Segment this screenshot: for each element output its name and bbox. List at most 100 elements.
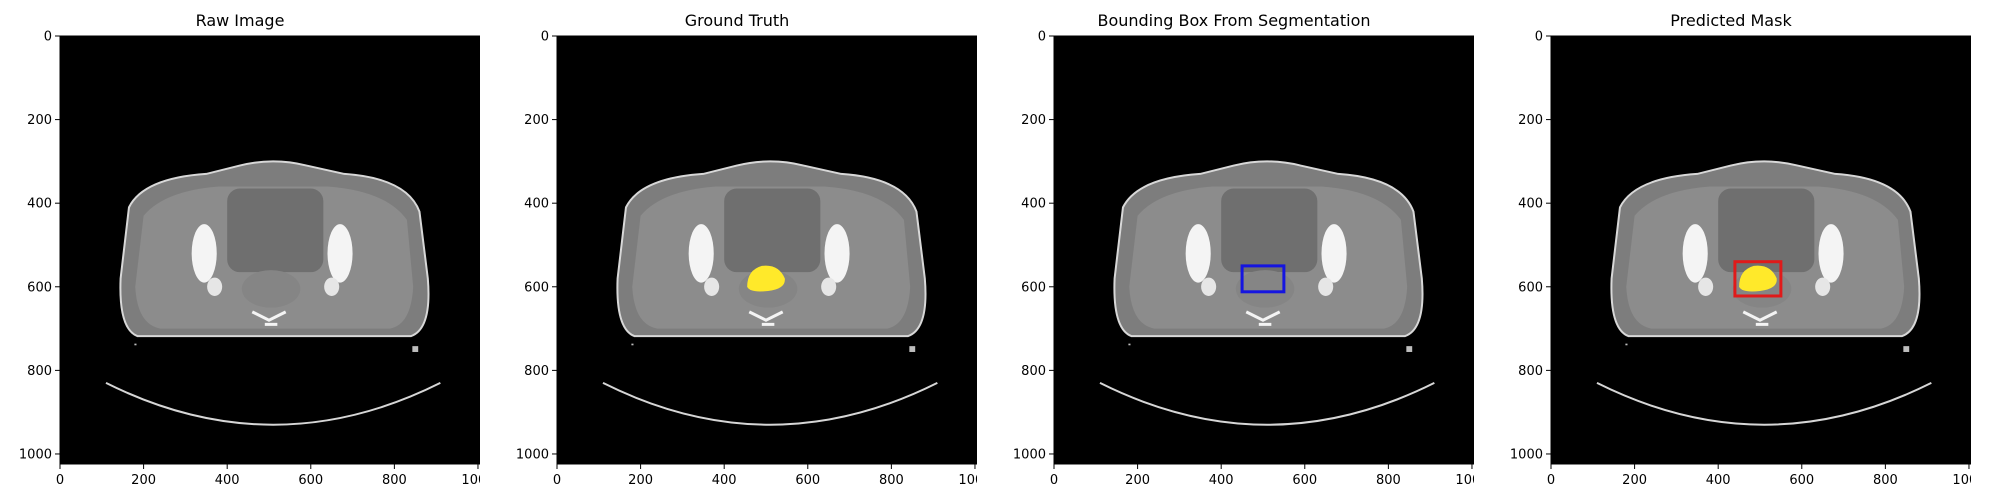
bladder-region	[227, 188, 324, 273]
y-tick-label: 400	[27, 197, 52, 212]
y-tick-label: 600	[1518, 280, 1543, 295]
right-hip-bone	[824, 224, 850, 283]
y-tick-label: 400	[1021, 197, 1046, 212]
bladder-region	[1221, 188, 1318, 273]
marker-square	[1903, 346, 1910, 352]
bladder-region	[724, 188, 821, 273]
bladder-region	[1718, 188, 1815, 273]
plot-area	[557, 36, 977, 464]
marker-dot	[631, 343, 634, 346]
ct-plot: 0 200 400 600 800 1000 0 200 400 600 800 1000	[19, 30, 480, 488]
left-hip-bone	[1682, 224, 1708, 283]
x-tick-label: 0	[1547, 473, 1555, 488]
y-tick-label: 200	[1518, 113, 1543, 128]
x-tick-label: 800	[382, 473, 407, 488]
x-tick-label: 200	[1622, 473, 1647, 488]
table-arc	[602, 382, 938, 426]
x-tick-label: 800	[1873, 473, 1898, 488]
y-tick-label: 800	[1021, 364, 1046, 379]
panel-raw-image: Raw Image 0 200 400 600 800 1000 0 200 400 600 800…	[0, 0, 480, 500]
coccyx-bone	[748, 310, 784, 326]
predicted-bounding-box	[1733, 260, 1783, 298]
panel-title: Bounding Box From Segmentation	[1097, 11, 1371, 30]
right-hip-bone	[1321, 224, 1347, 283]
y-tick-label: 1000	[516, 447, 549, 462]
left-hip-bone	[1185, 224, 1211, 283]
table-arc	[1596, 382, 1932, 426]
panel-title: Ground Truth	[684, 11, 790, 30]
axes-frame	[59, 35, 480, 465]
coccyx-bone	[1742, 310, 1778, 326]
x-tick-label: 800	[1376, 473, 1401, 488]
x-tick-label: 400	[1706, 473, 1731, 488]
panel-bounding-box: Bounding Box From Segmentation 0 200 400 60…	[994, 0, 1474, 500]
table-arc	[105, 382, 441, 426]
marker-square	[1406, 346, 1413, 352]
x-tick-label: 800	[879, 473, 904, 488]
right-hip-bone	[327, 224, 353, 283]
coccyx-bone	[1245, 310, 1281, 326]
y-tick-label: 600	[27, 280, 52, 295]
pelvic-floor	[241, 270, 301, 308]
y-tick-label: 200	[524, 113, 549, 128]
x-tick-label: 0	[553, 473, 561, 488]
panel-title: Predicted Mask	[1670, 11, 1792, 30]
y-tick-label: 200	[27, 113, 52, 128]
ct-plot: 0 200 400 600 800 1000 0 200 400 600 800 1000	[516, 30, 977, 488]
axes-frame	[556, 35, 977, 465]
axes-frame	[1550, 35, 1971, 465]
y-tick-label: 400	[1518, 197, 1543, 212]
table-arc	[1099, 382, 1435, 426]
y-tick-label: 0	[541, 30, 549, 45]
y-tick-label: 0	[1038, 30, 1046, 45]
y-tick-label: 0	[1535, 30, 1543, 45]
x-tick-label: 1000	[461, 473, 480, 488]
x-tick-label: 200	[1125, 473, 1150, 488]
marker-square	[412, 346, 419, 352]
y-tick-label: 1000	[19, 447, 52, 462]
x-tick-label: 600	[1292, 473, 1317, 488]
right-ischium	[1318, 277, 1334, 296]
segmentation-mask	[1739, 265, 1777, 292]
plot-area	[60, 36, 480, 464]
left-hip-bone	[688, 224, 714, 283]
marker-square	[909, 346, 916, 352]
x-tick-label: 400	[215, 473, 240, 488]
x-tick-label: 1000	[958, 473, 977, 488]
x-tick-label: 400	[1209, 473, 1234, 488]
panel-ground-truth: Ground Truth 0 200 400 600 800 1000 0 200 400 600…	[497, 0, 977, 500]
y-tick-label: 1000	[1013, 447, 1046, 462]
x-tick-label: 200	[628, 473, 653, 488]
left-ischium	[1201, 277, 1217, 296]
right-ischium	[1815, 277, 1831, 296]
y-tick-label: 800	[1518, 364, 1543, 379]
ct-plot: 0 200 400 600 800 1000 0 200 400 600 800 1000	[1510, 30, 1971, 488]
y-tick-label: 0	[44, 30, 52, 45]
left-ischium	[1698, 277, 1714, 296]
x-tick-label: 1000	[1952, 473, 1971, 488]
marker-dot	[134, 343, 137, 346]
x-tick-label: 600	[1789, 473, 1814, 488]
axes-frame	[1053, 35, 1474, 465]
pelvic-floor	[1235, 270, 1295, 308]
plot-area	[1551, 36, 1971, 464]
panel-predicted-mask: Predicted Mask 0 200 400 600 800 1000 0 200 400 6…	[1491, 0, 1971, 500]
x-tick-label: 0	[1050, 473, 1058, 488]
y-tick-label: 600	[524, 280, 549, 295]
y-tick-label: 600	[1021, 280, 1046, 295]
right-ischium	[821, 277, 837, 296]
x-tick-label: 400	[712, 473, 737, 488]
bounding-box	[1240, 264, 1286, 294]
x-tick-label: 200	[131, 473, 156, 488]
coccyx-bone	[251, 310, 287, 326]
x-tick-label: 600	[795, 473, 820, 488]
y-tick-label: 200	[1021, 113, 1046, 128]
y-tick-label: 800	[524, 364, 549, 379]
left-ischium	[704, 277, 720, 296]
left-ischium	[207, 277, 223, 296]
segmentation-mask	[747, 265, 785, 292]
x-tick-label: 0	[56, 473, 64, 488]
y-tick-label: 400	[524, 197, 549, 212]
x-tick-label: 1000	[1455, 473, 1474, 488]
marker-dot	[1625, 343, 1628, 346]
